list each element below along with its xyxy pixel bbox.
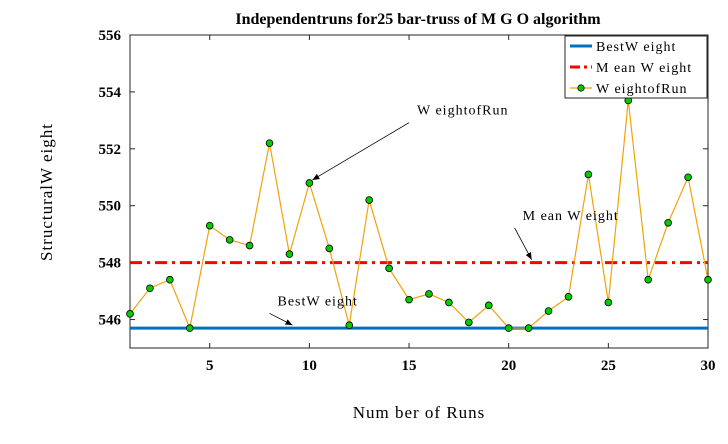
data-point xyxy=(126,310,134,318)
data-point xyxy=(146,284,154,293)
data-point xyxy=(544,307,553,315)
data-point xyxy=(445,298,453,307)
series-layer xyxy=(126,96,712,332)
data-point xyxy=(684,173,692,182)
x-tick-label: 10 xyxy=(302,358,317,374)
annotation-arrow xyxy=(269,312,293,326)
data-point xyxy=(644,275,653,284)
annotation-arrow xyxy=(312,122,410,181)
x-tick-label: 20 xyxy=(501,358,516,374)
data-point xyxy=(325,244,334,253)
y-tick-label: 546 xyxy=(99,313,122,329)
data-point xyxy=(205,221,214,230)
y-axis: 546 548 550 552 554 556 xyxy=(99,28,708,329)
data-point xyxy=(285,250,294,258)
data-point xyxy=(185,324,194,332)
data-point xyxy=(305,179,314,187)
y-tick-label: 550 xyxy=(99,199,122,215)
x-axis: 5 10 15 20 25 30 xyxy=(206,35,716,374)
legend-label-run: W eightofRun xyxy=(596,82,687,97)
data-point xyxy=(265,139,274,147)
data-point xyxy=(385,264,393,273)
annotation-arrow xyxy=(514,227,532,260)
chart-title: Independentruns for25 bar-truss of M G O… xyxy=(235,11,601,28)
legend-label-best: BestW eight xyxy=(596,40,676,55)
legend: BestW eight M ean W eight W eightofRun xyxy=(564,35,708,99)
data-point xyxy=(664,219,672,227)
y-tick-label: 552 xyxy=(99,142,122,158)
annotations: W eightofRun M ean W eight BestW eight xyxy=(269,104,619,326)
y-axis-label: StructuralW eight xyxy=(37,123,56,261)
data-point xyxy=(564,292,573,301)
y-tick-label: 556 xyxy=(99,28,122,44)
data-point xyxy=(604,298,613,307)
data-point xyxy=(465,318,473,327)
x-tick-label: 25 xyxy=(601,358,616,374)
x-axis-label: Num ber of Runs xyxy=(353,403,486,422)
annotation-label: BestW eight xyxy=(277,294,357,309)
legend-label-mean: M ean W eight xyxy=(596,61,692,76)
legend-marker-run xyxy=(577,84,585,92)
y-tick-label: 554 xyxy=(99,85,122,101)
data-point xyxy=(524,324,533,332)
data-point xyxy=(704,275,712,284)
data-point xyxy=(245,241,254,250)
data-point xyxy=(225,236,234,244)
annotation-label: W eightofRun xyxy=(417,104,508,119)
x-tick-label: 30 xyxy=(701,358,716,374)
data-point xyxy=(504,324,513,332)
y-tick-label: 548 xyxy=(99,256,122,272)
x-tick-label: 5 xyxy=(206,358,214,374)
data-point xyxy=(484,301,493,310)
data-point xyxy=(425,290,433,298)
annotation-label: M ean W eight xyxy=(523,209,619,224)
series-weight-of-run-line xyxy=(129,100,709,331)
data-point xyxy=(365,196,373,204)
data-point xyxy=(584,170,593,179)
x-tick-label: 15 xyxy=(402,358,417,374)
data-point xyxy=(345,321,354,330)
data-point xyxy=(166,275,174,284)
data-point xyxy=(405,295,413,304)
